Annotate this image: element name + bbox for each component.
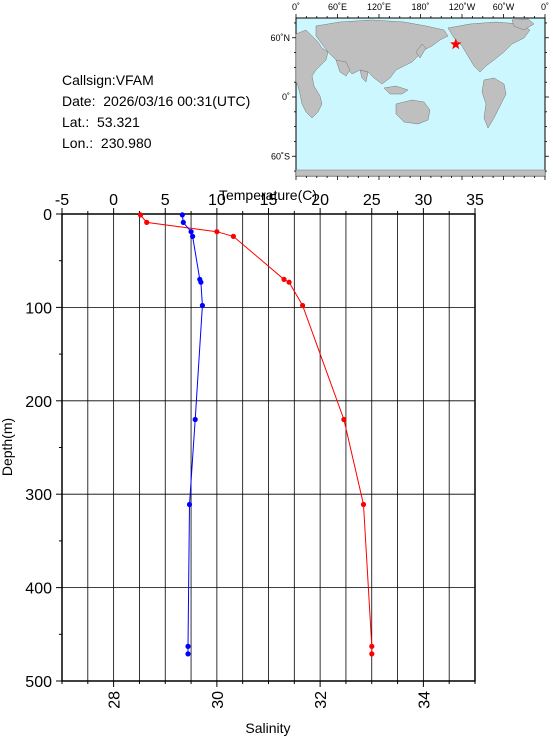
map-lon-tick-label: 180˚ bbox=[411, 2, 429, 12]
map-lon-tick-label: 120˚E bbox=[367, 2, 391, 12]
salinity-data-point bbox=[180, 219, 186, 225]
y-axis-tick-label: 300 bbox=[25, 487, 52, 504]
station-info: Callsign:VFAM Date: 2026/03/16 00:31(UTC… bbox=[62, 70, 250, 154]
map-lat-tick-label: 0˚ bbox=[282, 92, 290, 102]
salinity-data-point bbox=[179, 212, 185, 218]
bottom-axis-label: Salinity bbox=[245, 720, 290, 736]
salinity-data-point bbox=[192, 416, 198, 423]
bottom-axis-tick-label: 28 bbox=[107, 691, 124, 709]
y-axis-tick-label: 100 bbox=[25, 300, 52, 317]
temperature-data-point bbox=[281, 276, 287, 282]
map-ticks bbox=[292, 14, 549, 180]
map-land bbox=[295, 18, 546, 177]
map-lat-tick-label: 60˚N bbox=[270, 33, 290, 43]
red-star-icon bbox=[450, 38, 462, 50]
bottom-axis-tick-label: 30 bbox=[210, 691, 227, 709]
y-axis-label: Depth(m) bbox=[0, 418, 15, 476]
salinity-data-point bbox=[190, 233, 196, 239]
map-lon-tick-label: 60˚W bbox=[493, 2, 515, 12]
y-axis-tick-label: 500 bbox=[25, 674, 52, 691]
top-axis-tick-label: 15 bbox=[260, 192, 278, 209]
temperature-data-point bbox=[137, 212, 144, 218]
top-axis-tick-label: 10 bbox=[208, 192, 226, 209]
temperature-data-point bbox=[300, 302, 306, 309]
temperature-data-point bbox=[144, 219, 150, 225]
salinity-data-point bbox=[185, 643, 191, 650]
date-text: Date: 2026/03/16 00:31(UTC) bbox=[62, 93, 251, 109]
temperature-data-point bbox=[214, 229, 220, 235]
map-labels: 0˚ 60˚E 120˚E 180˚ 120˚W 60˚W 0˚ 60˚N 0˚ 60˚S bbox=[270, 2, 549, 161]
salinity-data-point bbox=[199, 302, 205, 309]
longitude-text: Lon.: 230.980 bbox=[62, 135, 152, 151]
top-axis-tick-label: -5 bbox=[55, 192, 69, 209]
map-lon-tick-label: 0˚ bbox=[292, 2, 300, 12]
temperature-profile-line bbox=[140, 214, 373, 654]
map-lon-tick-label: 120˚W bbox=[449, 2, 476, 12]
top-axis-tick-label: 35 bbox=[466, 192, 484, 209]
top-axis-tick-label: 25 bbox=[363, 192, 381, 209]
map-lat-tick-label: 60˚S bbox=[271, 151, 290, 161]
salinity-data-point bbox=[185, 651, 191, 657]
series-layer bbox=[137, 212, 375, 657]
top-axis-tick-label: 30 bbox=[414, 192, 432, 209]
top-axis-tick-label: 0 bbox=[109, 192, 118, 209]
top-axis-tick-label: 5 bbox=[161, 192, 170, 209]
temperature-data-point bbox=[360, 501, 367, 508]
grid bbox=[62, 214, 475, 681]
bottom-axis-tick-label: 32 bbox=[313, 691, 330, 709]
y-axis-tick-label: 200 bbox=[25, 394, 52, 411]
bottom-axis-tick-label: 34 bbox=[416, 691, 433, 709]
top-axis-tick-label: 20 bbox=[311, 192, 329, 209]
map-lon-tick-label: 0˚ bbox=[541, 2, 549, 12]
temperature-data-point bbox=[369, 651, 375, 657]
world-map: 0˚ 60˚E 120˚E 180˚ 120˚W 60˚W 0˚ 60˚N 0˚ 60˚S bbox=[270, 2, 549, 180]
callsign-text: Callsign:VFAM bbox=[62, 72, 154, 88]
temperature-data-point bbox=[341, 416, 347, 423]
temperature-data-point bbox=[286, 279, 292, 285]
map-lon-tick-label: 60˚E bbox=[328, 2, 347, 12]
temperature-data-point bbox=[369, 643, 375, 650]
y-axis-tick-label: 0 bbox=[43, 207, 52, 224]
y-axis-tick-label: 400 bbox=[25, 581, 52, 598]
salinity-data-point bbox=[198, 279, 204, 285]
salinity-data-point bbox=[186, 501, 193, 508]
temperature-data-point bbox=[230, 233, 236, 239]
top-axis-label: Temperature(C) bbox=[219, 187, 317, 203]
latitude-text: Lat.: 53.321 bbox=[62, 114, 140, 130]
salinity-data-point bbox=[188, 229, 194, 235]
